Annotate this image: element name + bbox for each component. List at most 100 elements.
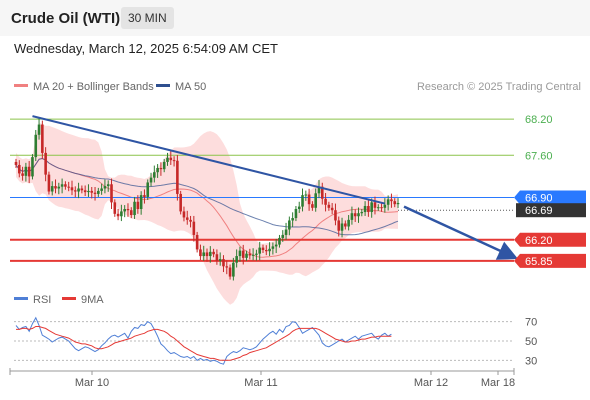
ma50-legend-label: MA 50 bbox=[175, 81, 206, 93]
candle-body bbox=[218, 259, 222, 261]
candle-body bbox=[363, 205, 367, 213]
last-price-label: 66.69 bbox=[525, 205, 553, 217]
candle-body bbox=[182, 211, 186, 218]
candle-body bbox=[307, 194, 311, 205]
candle-body bbox=[314, 193, 317, 208]
trendline bbox=[32, 115, 386, 205]
candle-body bbox=[126, 209, 130, 211]
rsi-level-label: 70 bbox=[525, 317, 537, 329]
level-label-66.20: 66.20 bbox=[525, 235, 553, 247]
candle-body bbox=[238, 250, 242, 257]
level-labels: 68.20 67.60 66.90 66.20 65.85 66.69 bbox=[514, 114, 586, 268]
candle-body bbox=[192, 221, 196, 235]
forecast-arrow bbox=[403, 205, 519, 260]
candle-body bbox=[37, 124, 41, 135]
candle-body bbox=[291, 218, 294, 221]
candle-body bbox=[110, 184, 113, 203]
candle-body bbox=[44, 152, 47, 175]
candle-body bbox=[41, 124, 44, 153]
bollinger-bands bbox=[16, 122, 398, 305]
candle-body bbox=[330, 207, 334, 211]
candle-body bbox=[90, 190, 94, 193]
level-tag-65.85 bbox=[514, 253, 586, 268]
level-tag-66.90 bbox=[514, 190, 586, 205]
candle-body bbox=[357, 213, 360, 217]
candle-body bbox=[390, 199, 393, 202]
candle-body bbox=[320, 186, 324, 199]
chart-header: Crude Oil (WTI) 30 MIN bbox=[0, 0, 590, 36]
candle-body bbox=[169, 157, 173, 161]
rsi-legend-swatch bbox=[14, 297, 28, 300]
rsi-ma-legend-swatch bbox=[62, 297, 76, 300]
price-levels bbox=[10, 118, 514, 262]
candle-body bbox=[225, 266, 229, 268]
instrument-title: Crude Oil (WTI) bbox=[11, 10, 121, 27]
candle-body bbox=[376, 207, 380, 209]
candle-body bbox=[380, 207, 383, 209]
candle-body bbox=[129, 210, 133, 216]
candle-body bbox=[103, 186, 107, 189]
candle-body bbox=[297, 206, 301, 210]
candle-body bbox=[232, 262, 235, 277]
candle-body bbox=[294, 209, 298, 219]
trendline-group bbox=[32, 115, 519, 260]
rsi-ma-legend-label: 9MA bbox=[81, 294, 104, 306]
candle-body bbox=[27, 166, 31, 177]
candle-body bbox=[373, 202, 377, 208]
candle-body bbox=[278, 237, 281, 245]
rsi-ma-line bbox=[16, 326, 392, 361]
candle-body bbox=[97, 190, 100, 194]
rsi-panel: 70 50 30 bbox=[14, 316, 537, 367]
level-label-65.85: 65.85 bbox=[525, 256, 553, 268]
rsi-line bbox=[15, 316, 392, 365]
candle-body bbox=[50, 186, 54, 192]
candle-body bbox=[212, 251, 215, 255]
candle-body bbox=[80, 188, 84, 191]
candle-body bbox=[172, 160, 176, 162]
rsi-level-label: 50 bbox=[525, 336, 537, 348]
timestamp-label: Wednesday, March 12, 2025 6:54:09 AM CET bbox=[14, 41, 278, 56]
candle-body bbox=[21, 173, 24, 176]
candle-body bbox=[106, 184, 110, 187]
ma50-legend-swatch bbox=[156, 84, 170, 87]
candle-body bbox=[383, 204, 387, 208]
candle-body bbox=[67, 186, 70, 188]
level-label-68.20: 68.20 bbox=[525, 114, 553, 126]
x-tick-label: Mar 10 bbox=[75, 377, 109, 389]
candles bbox=[14, 117, 400, 281]
candle-body bbox=[156, 167, 159, 173]
candle-body bbox=[185, 217, 189, 220]
candle-body bbox=[113, 202, 117, 214]
candle-body bbox=[136, 201, 140, 210]
x-tick-label: Mar 11 bbox=[244, 377, 277, 389]
level-label-66.90: 66.90 bbox=[525, 193, 553, 205]
candle-body bbox=[261, 247, 265, 251]
candle-body bbox=[199, 249, 202, 257]
rsi-level-label: 30 bbox=[525, 355, 537, 367]
candle-body bbox=[123, 209, 126, 212]
timeframe-button[interactable]: 30 MIN bbox=[121, 7, 174, 29]
candle-body bbox=[274, 244, 278, 247]
candle-body bbox=[57, 186, 61, 189]
candle-body bbox=[189, 219, 192, 222]
candle-body bbox=[64, 184, 67, 187]
candle-body bbox=[149, 177, 153, 183]
x-tick-label: Mar 18 bbox=[481, 377, 515, 389]
rsi-legend-label: RSI bbox=[33, 294, 51, 306]
candle-body bbox=[143, 195, 146, 197]
candle-body bbox=[347, 219, 350, 227]
candle-body bbox=[245, 253, 248, 258]
candle-body bbox=[334, 210, 337, 221]
candle-body bbox=[60, 184, 64, 187]
ma20-legend-swatch bbox=[14, 84, 28, 87]
candle-body bbox=[202, 252, 206, 257]
candle-body bbox=[353, 213, 357, 217]
candle-body bbox=[241, 250, 245, 258]
candle-body bbox=[258, 247, 262, 254]
candle-body bbox=[393, 201, 397, 205]
candle-body bbox=[350, 213, 354, 220]
candle-body bbox=[215, 254, 219, 261]
candle-body bbox=[100, 188, 103, 191]
candle-body bbox=[179, 193, 182, 212]
candle-body bbox=[159, 167, 163, 170]
